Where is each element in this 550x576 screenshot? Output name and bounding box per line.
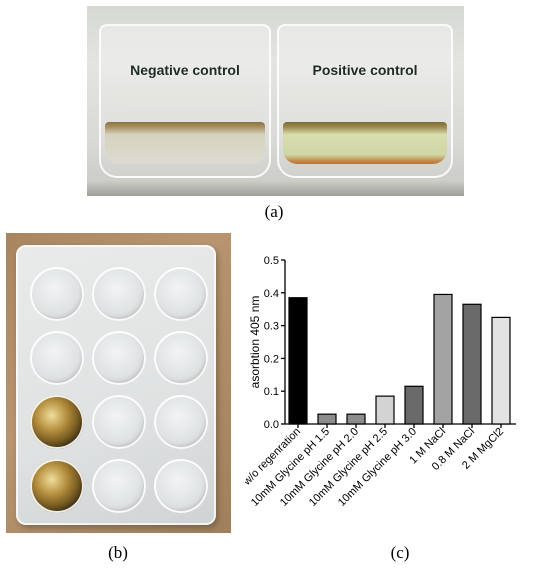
positive-control-well: Positive control [277, 24, 453, 178]
empty-well [30, 267, 84, 321]
y-axis-label: asorbtion 405 nm [248, 296, 262, 389]
empty-well [30, 331, 84, 385]
negative-control-label: Negative control [130, 62, 240, 78]
twelve-well-plate [16, 245, 216, 525]
bar [491, 316, 511, 425]
empty-well [92, 395, 146, 449]
y-tick-label: 0.0 [264, 419, 279, 431]
bar-chart-absorption: asorbtion 405 nm 0.00.10.20.30.40.5 w/o … [245, 255, 516, 509]
negative-control-well: Negative control [99, 24, 271, 178]
y-tick-label: 0.4 [264, 288, 279, 300]
bar [288, 297, 308, 425]
caption-c: (c) [390, 543, 410, 562]
positive-control-label: Positive control [312, 62, 418, 78]
y-tick-label: 0.5 [264, 255, 279, 267]
y-tick-label: 0.1 [264, 386, 279, 398]
bar [346, 413, 366, 425]
y-tick-label: 0.2 [264, 353, 279, 365]
empty-well [92, 267, 146, 321]
well-with-sensor [30, 459, 84, 513]
empty-well [154, 395, 208, 449]
empty-well [92, 459, 146, 513]
bar [433, 293, 453, 425]
y-tick-label: 0.3 [264, 321, 279, 333]
negative-control-liquid [105, 122, 265, 164]
photo-wells-controls: Negative control Positive control [87, 6, 464, 196]
positive-control-liquid [283, 122, 447, 164]
empty-well [154, 459, 208, 513]
bar [462, 303, 482, 425]
bar [404, 385, 424, 425]
bar [375, 395, 395, 425]
empty-well [92, 331, 146, 385]
well-with-sensor [30, 395, 84, 449]
caption-b: (b) [108, 543, 128, 562]
empty-well [154, 331, 208, 385]
photo-twelve-well-plate [6, 233, 231, 533]
caption-a: (a) [264, 202, 284, 221]
bar [317, 413, 337, 425]
empty-well [154, 267, 208, 321]
plate-base [87, 180, 464, 196]
